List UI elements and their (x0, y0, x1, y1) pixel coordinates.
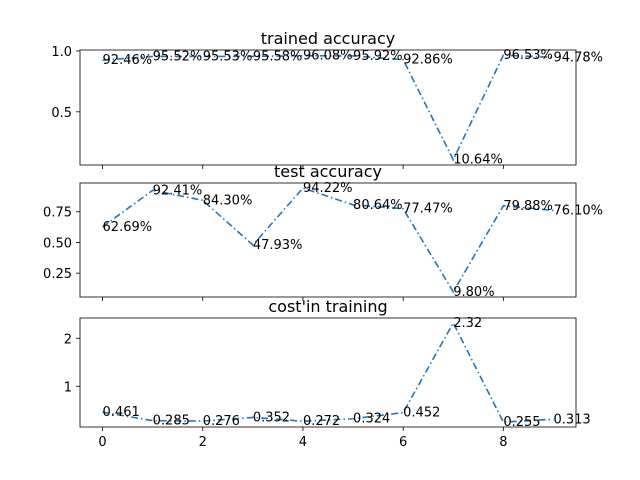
data-label: 9.80% (453, 285, 494, 300)
data-label: 96.53% (503, 48, 553, 63)
data-label: 84.30% (203, 193, 253, 208)
y-tick-label: 0.5 (51, 106, 72, 121)
data-label: 94.22% (303, 181, 353, 196)
data-label: 0.285 (153, 414, 190, 429)
series-line (102, 187, 554, 294)
data-label: 94.78% (553, 50, 603, 65)
data-label: 92.46% (103, 53, 153, 68)
series-line (102, 54, 554, 162)
data-label: 47.93% (253, 238, 303, 253)
data-label: 92.41% (153, 183, 203, 198)
data-label: 10.64% (453, 153, 503, 168)
x-tick-label: 6 (399, 435, 407, 450)
data-label: 95.52% (153, 49, 203, 64)
x-tick-label: 4 (299, 435, 307, 450)
data-label: 0.324 (353, 412, 390, 427)
data-label: 0.452 (403, 406, 440, 421)
data-label: 95.53% (203, 49, 253, 64)
axes-frame (79, 49, 577, 166)
y-tick-label: 2 (64, 332, 72, 347)
subplot-title: cost'in training (268, 297, 387, 316)
axes-frame (79, 317, 577, 428)
y-tick-label: 0.75 (43, 206, 72, 221)
data-label: 0.255 (503, 415, 540, 430)
data-label: 76.10% (553, 203, 603, 218)
y-tick-label: 0.50 (43, 236, 72, 251)
subplot-title: trained accuracy (261, 29, 396, 48)
data-label: 0.461 (103, 405, 140, 420)
data-label: 95.92% (353, 49, 403, 64)
x-tick-label: 8 (499, 435, 507, 450)
data-label: 77.47% (403, 202, 453, 217)
y-tick-label: 0.25 (43, 267, 72, 282)
subplot-1: trained accuracy 92.46% 95.52% 95.53% 95.58%… (51, 29, 603, 169)
data-label: 0.313 (553, 412, 590, 427)
subplot-2: test accuracy 62.69% 92.41%84.30% 47.93% 94.… (43, 162, 603, 301)
x-tick-label: 2 (199, 435, 207, 450)
subplot-3: cost'in training 0.461 0.285 0.276 0.352 0.27… (64, 297, 591, 450)
data-label: 0.352 (253, 410, 290, 425)
subplot-title: test accuracy (274, 162, 382, 181)
y-tick-label: 1 (64, 380, 72, 395)
axes-frame (79, 182, 577, 298)
data-label: 2.32 (453, 316, 482, 331)
data-label: 80.64% (353, 198, 403, 213)
x-tick-label: 0 (98, 435, 106, 450)
y-tick-label: 1.0 (51, 45, 72, 60)
data-label: 0.272 (303, 414, 340, 429)
data-label: 79.88% (503, 199, 553, 214)
data-label: 95.58% (253, 49, 303, 64)
data-label: 96.08% (303, 49, 353, 64)
data-label: 62.69% (103, 220, 153, 235)
data-label: 0.276 (203, 414, 240, 429)
data-label: 92.86% (403, 53, 453, 68)
series-line (102, 321, 554, 423)
